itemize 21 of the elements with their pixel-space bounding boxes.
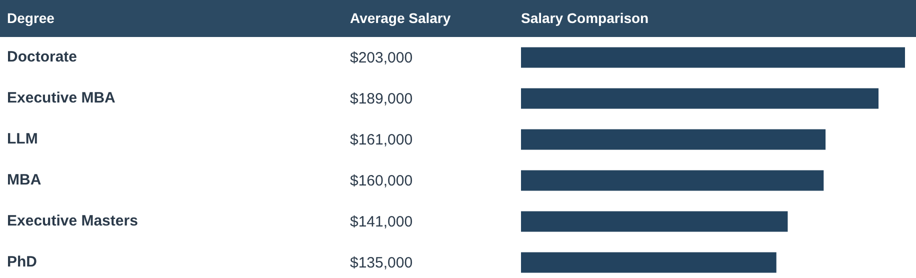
data-label: $189,000 [350,90,413,108]
data-label: $161,000 [350,132,413,148]
bar [521,88,879,109]
bar [521,47,905,68]
y-tick-label: MBA [7,172,42,188]
y-tick-label: Executive Masters [7,212,138,230]
bar [521,252,776,273]
data-label: $203,000 [350,50,413,66]
y-axis-title: Degree [7,10,54,26]
data-label: $135,000 [350,254,413,272]
bar [521,129,826,150]
x-axis-title: Salary Comparison [521,10,649,26]
bar [521,211,788,232]
text: Average Salary [350,10,451,26]
data-label: $160,000 [350,172,413,190]
bar [521,170,824,191]
y-tick-label: Executive MBA [7,90,116,106]
y-tick-label: PhD [7,254,38,270]
y-tick-label: Doctorate [7,48,78,66]
y-tick-label: LLM [7,130,38,148]
data-label: $141,000 [350,214,413,230]
